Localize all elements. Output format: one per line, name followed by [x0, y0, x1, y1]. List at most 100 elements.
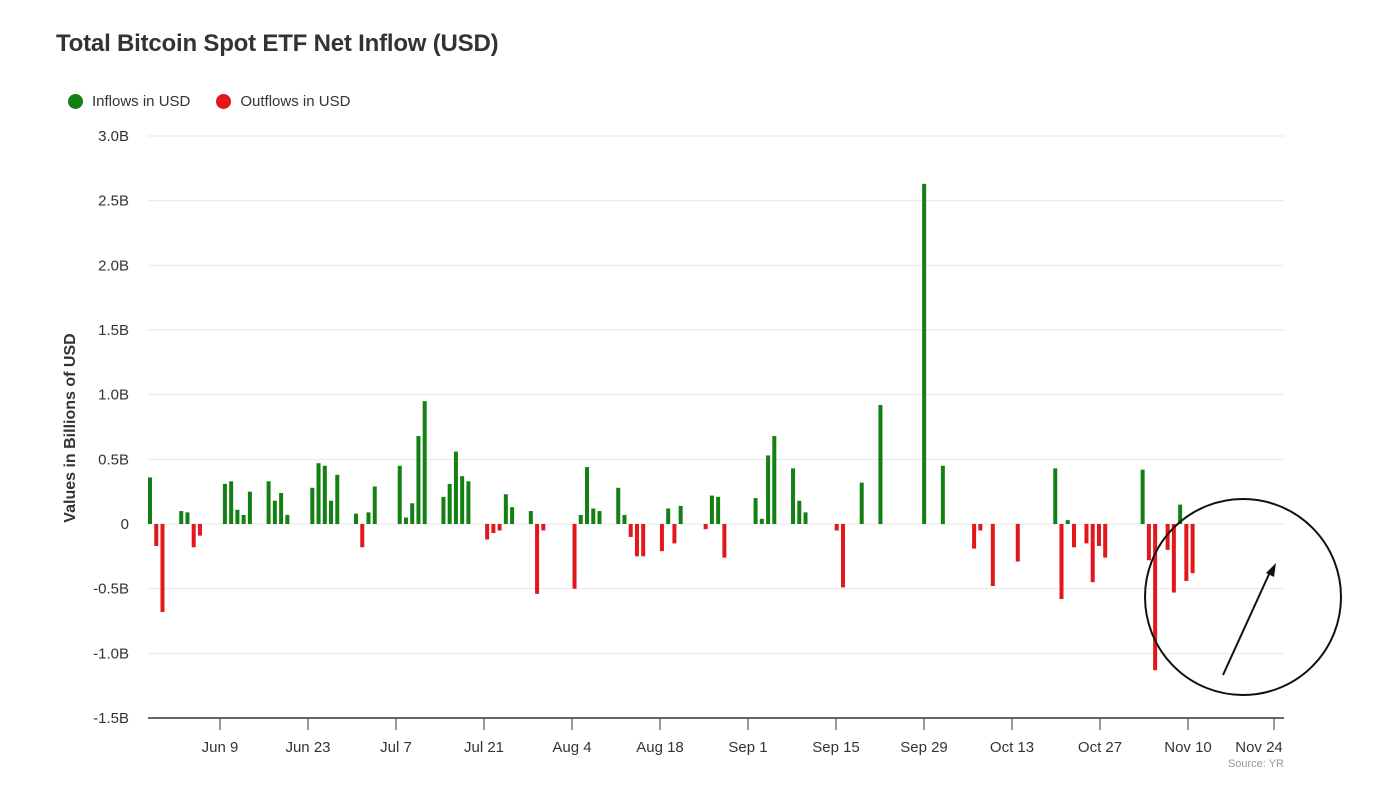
- inflow-bar: [1178, 504, 1183, 524]
- inflow-bar: [229, 481, 234, 524]
- outflow-bar: [491, 524, 496, 534]
- y-tick-label: -1.0B: [93, 645, 129, 662]
- outflow-bar: [1090, 524, 1095, 583]
- inflow-bar: [266, 481, 271, 524]
- outflow-bar: [1153, 524, 1158, 671]
- inflow-bar: [316, 463, 321, 524]
- outflow-bar: [641, 524, 646, 557]
- inflow-bar: [922, 183, 927, 524]
- inflow-bar: [510, 507, 515, 524]
- inflow-bar: [766, 455, 771, 524]
- inflow-bar: [859, 482, 864, 524]
- annotation-arrow-head-icon: [1266, 563, 1276, 577]
- inflow-bar: [597, 511, 602, 524]
- outflow-bar: [1084, 524, 1089, 544]
- outflow-bar: [160, 524, 165, 612]
- inflow-bar: [591, 508, 596, 524]
- inflow-bar: [441, 496, 446, 524]
- outflow-bar: [1165, 524, 1170, 550]
- inflow-bar: [372, 486, 377, 524]
- inflow-bar: [1053, 468, 1058, 524]
- inflow-bar: [578, 514, 583, 524]
- inflow-bar: [416, 436, 421, 524]
- inflow-bar: [716, 496, 721, 524]
- inflow-bar: [354, 513, 359, 524]
- legend-item-inflows[interactable]: Inflows in USD: [68, 93, 190, 110]
- inflow-bar: [466, 481, 471, 524]
- outflow-bar: [628, 524, 633, 537]
- outflow-bar: [672, 524, 677, 544]
- x-axis: Jun 9 Jun 23 Jul 7 Jul 21 Aug 4 Aug 18 Sep 1 Se…: [148, 717, 1284, 756]
- outflow-bar: [840, 524, 845, 588]
- inflow-bar: [335, 474, 340, 524]
- outflow-bar: [1059, 524, 1064, 600]
- inflow-bar: [279, 492, 284, 524]
- inflow-bar: [222, 483, 227, 524]
- y-tick-label: 0.5B: [98, 451, 129, 468]
- outflow-bar: [990, 524, 995, 587]
- inflow-bar: [148, 477, 152, 524]
- outflow-bar: [1015, 524, 1020, 562]
- inflow-bar: [622, 514, 627, 524]
- inflow-bar: [709, 495, 714, 524]
- outflow-bar: [1096, 524, 1101, 546]
- inflow-bar: [666, 508, 671, 524]
- inflow-bar: [753, 498, 758, 524]
- x-tick-label: Nov 10: [1164, 739, 1212, 756]
- x-tick-label: Jun 9: [202, 739, 239, 756]
- inflow-bar: [772, 436, 777, 524]
- outflow-bar: [154, 524, 159, 546]
- x-tick-label: Jun 23: [285, 739, 330, 756]
- annotation: [1144, 498, 1342, 696]
- outflow-bar: [535, 524, 540, 594]
- x-tick-label: Sep 29: [900, 739, 948, 756]
- outflow-bar: [1184, 524, 1189, 581]
- y-tick-label: -1.5B: [93, 710, 129, 727]
- inflow-bar: [878, 405, 883, 524]
- annotation-arrow-line: [1222, 571, 1271, 676]
- inflow-bar: [410, 503, 415, 524]
- inflow-bar: [322, 465, 327, 524]
- annotation-circle: [1144, 498, 1342, 696]
- inflow-bar: [453, 451, 458, 524]
- legend-label-inflows: Inflows in USD: [92, 93, 191, 110]
- outflow-bar: [722, 524, 727, 558]
- inflow-bar: [503, 494, 508, 524]
- outflow-bar: [659, 524, 664, 552]
- y-tick-label: 2.0B: [98, 257, 129, 274]
- inflow-bar: [247, 491, 252, 524]
- chart-title: Total Bitcoin Spot ETF Net Inflow (USD): [56, 30, 499, 57]
- legend-label-outflows: Outflows in USD: [240, 93, 351, 110]
- inflow-bar: [329, 500, 334, 524]
- y-tick-label: 0: [121, 516, 129, 533]
- x-tick-label: Aug 18: [636, 739, 684, 756]
- y-tick-label: 1.0B: [98, 387, 129, 404]
- inflow-bar: [285, 514, 290, 524]
- outflow-bar: [703, 524, 708, 530]
- outflow-bar: [572, 524, 577, 589]
- bars: [148, 183, 1195, 671]
- inflow-bar: [585, 467, 590, 524]
- x-tick-label: Aug 4: [552, 739, 591, 756]
- outflow-bar: [191, 524, 196, 548]
- inflow-bar: [397, 465, 402, 524]
- inflow-marker-icon: [68, 94, 83, 109]
- x-tick-label: Oct 27: [1078, 739, 1122, 756]
- outflow-bar: [541, 524, 546, 531]
- outflow-bar: [1190, 524, 1195, 574]
- legend-item-outflows[interactable]: Outflows in USD: [216, 93, 350, 110]
- y-tick-label: 1.5B: [98, 322, 129, 339]
- inflow-bar: [803, 512, 808, 524]
- y-tick-label: 3.0B: [98, 128, 129, 145]
- y-tick-label: -0.5B: [93, 581, 129, 598]
- inflow-bar: [759, 518, 764, 524]
- outflow-bar: [972, 524, 977, 549]
- inflow-bar: [272, 500, 277, 524]
- outflow-bar: [197, 524, 202, 536]
- inflow-bar: [366, 512, 371, 524]
- inflow-bar: [678, 505, 683, 524]
- inflow-bar: [310, 487, 315, 524]
- outflow-bar: [1171, 524, 1176, 593]
- outflow-bar: [497, 524, 502, 531]
